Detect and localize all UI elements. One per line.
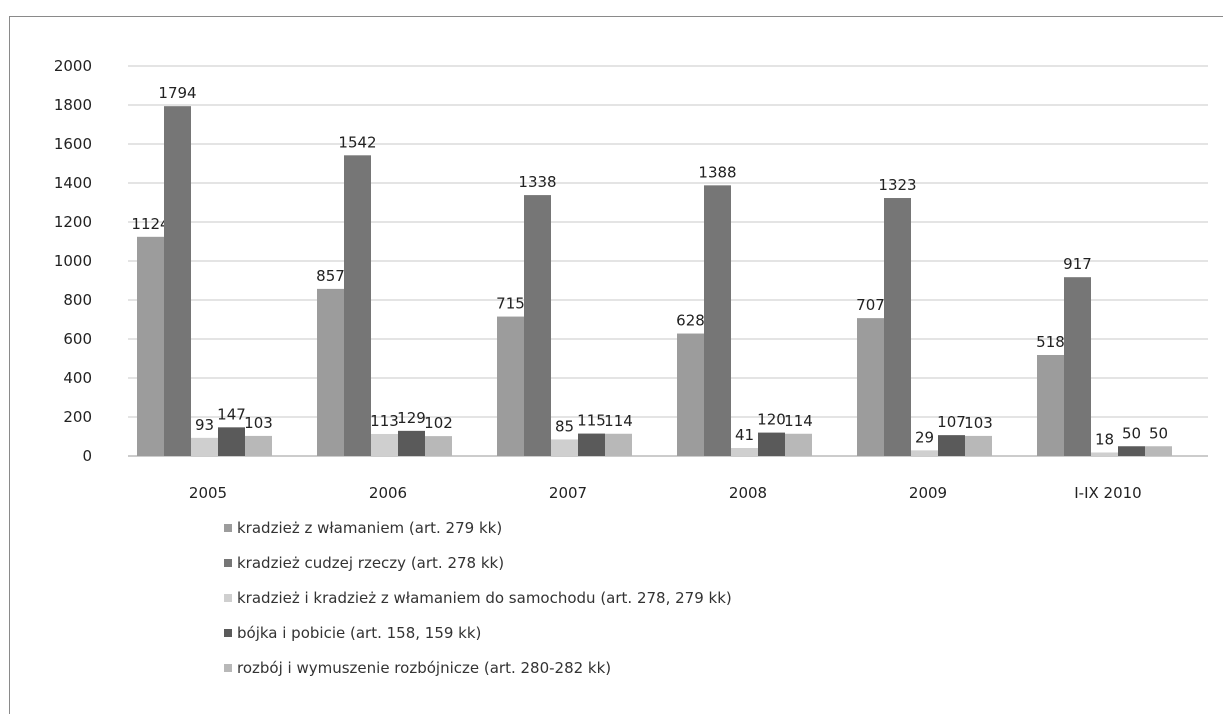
- bar-4: [758, 432, 785, 456]
- data-label: 50: [1122, 424, 1141, 442]
- data-label: 41: [735, 426, 754, 444]
- bar-1: [497, 316, 524, 456]
- data-label: 129: [397, 409, 426, 427]
- data-label: 147: [217, 405, 246, 423]
- y-tick-label: 2000: [54, 57, 92, 75]
- data-label: 1794: [158, 84, 196, 102]
- data-label: 113: [370, 412, 399, 430]
- data-label: 857: [316, 267, 345, 285]
- data-label: 50: [1149, 424, 1168, 442]
- bar-2: [704, 185, 731, 456]
- data-label: 1388: [698, 163, 736, 181]
- x-tick-label: 2007: [549, 484, 587, 502]
- bar-5: [425, 436, 452, 456]
- chart-frame: [9, 16, 1223, 714]
- legend-item: kradzież i kradzież z włamaniem do samoc…: [224, 586, 732, 609]
- data-label: 917: [1063, 255, 1092, 273]
- bar-2: [1064, 277, 1091, 456]
- x-tick-label: 2006: [369, 484, 407, 502]
- y-tick-label: 1800: [54, 96, 92, 114]
- data-label: 102: [424, 414, 453, 432]
- legend-swatch: [224, 663, 232, 672]
- data-label: 29: [915, 428, 934, 446]
- bar-5: [785, 433, 812, 456]
- data-label: 115: [577, 412, 606, 430]
- legend-swatch: [224, 628, 232, 637]
- bar-2: [524, 195, 551, 456]
- bar-1: [677, 333, 704, 456]
- legend-label: bójka i pobicie (art. 158, 159 kk): [237, 623, 482, 642]
- data-label: 1323: [878, 176, 916, 194]
- y-tick-label: 200: [63, 408, 92, 426]
- data-label: 93: [195, 416, 214, 434]
- data-label: 103: [244, 414, 273, 432]
- bar-1: [857, 318, 884, 456]
- bar-2: [344, 155, 371, 456]
- legend-item: bójka i pobicie (art. 158, 159 kk): [224, 621, 732, 644]
- bar-4: [1118, 446, 1145, 456]
- bar-2: [164, 106, 191, 457]
- bar-4: [938, 435, 965, 456]
- data-label: 715: [496, 295, 525, 313]
- data-label: 114: [604, 412, 633, 430]
- x-tick-label: 2009: [909, 484, 947, 502]
- bar-2: [884, 198, 911, 456]
- data-label: 1542: [338, 133, 376, 151]
- data-label: 628: [676, 312, 705, 330]
- y-tick-label: 1400: [54, 174, 92, 192]
- data-label: 120: [757, 411, 786, 429]
- legend-item: kradzież cudzej rzeczy (art. 278 kk): [224, 551, 732, 574]
- bar-3: [911, 450, 938, 456]
- bar-4: [398, 430, 425, 456]
- legend-label: rozbój i wymuszenie rozbójnicze (art. 28…: [237, 658, 612, 677]
- chart-legend: kradzież z włamaniem (art. 279 kk) kradzi…: [224, 516, 732, 691]
- y-tick-label: 600: [63, 330, 92, 348]
- bar-chart: 0 200 400 600 800 1000 1200 1400 1600 1800 2000 112…: [54, 57, 1208, 502]
- data-label: 1338: [518, 173, 556, 191]
- legend-label: kradzież i kradzież z włamaniem do samoc…: [237, 588, 732, 607]
- y-tick-label: 1200: [54, 213, 92, 231]
- data-label: 18: [1095, 430, 1114, 448]
- data-label: 85: [555, 417, 574, 435]
- data-label: 1124: [131, 215, 169, 233]
- data-label: 114: [784, 412, 813, 430]
- bar-5: [245, 435, 272, 456]
- bar-1: [137, 236, 164, 456]
- bar-3: [731, 448, 758, 456]
- bar-5: [1145, 446, 1172, 456]
- x-tick-label: 2008: [729, 484, 767, 502]
- legend-swatch: [224, 523, 232, 532]
- bar-3: [1091, 452, 1118, 456]
- x-tick-label: 2005: [189, 484, 227, 502]
- y-tick-label: 0: [82, 447, 92, 465]
- y-tick-label: 1600: [54, 135, 92, 153]
- y-tick-label: 800: [63, 291, 92, 309]
- legend-swatch: [224, 558, 232, 567]
- bar-4: [218, 427, 245, 456]
- bar-5: [965, 435, 992, 456]
- legend-label: kradzież cudzej rzeczy (art. 278 kk): [237, 553, 505, 572]
- y-tick-label: 1000: [54, 252, 92, 270]
- legend-label: kradzież z włamaniem (art. 279 kk): [237, 518, 503, 537]
- bar-5: [605, 433, 632, 456]
- legend-swatch: [224, 593, 232, 602]
- data-label: 103: [964, 414, 993, 432]
- bar-3: [551, 439, 578, 456]
- bar-3: [191, 437, 218, 456]
- x-tick-label: I-IX 2010: [1074, 484, 1141, 502]
- data-label: 518: [1036, 333, 1065, 351]
- data-label: 107: [937, 413, 966, 431]
- data-label: 707: [856, 296, 885, 314]
- y-tick-label: 400: [63, 369, 92, 387]
- bar-1: [317, 288, 344, 456]
- bar-3: [371, 433, 398, 456]
- legend-item: kradzież z włamaniem (art. 279 kk): [224, 516, 732, 539]
- bar-1: [1037, 354, 1064, 456]
- bar-4: [578, 433, 605, 456]
- legend-item: rozbój i wymuszenie rozbójnicze (art. 28…: [224, 656, 732, 679]
